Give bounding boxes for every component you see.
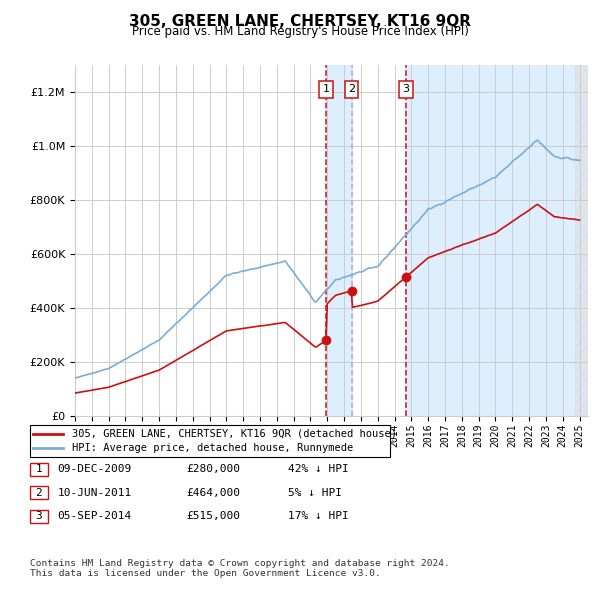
- Text: £515,000: £515,000: [186, 512, 240, 521]
- Text: Contains HM Land Registry data © Crown copyright and database right 2024.: Contains HM Land Registry data © Crown c…: [30, 559, 450, 568]
- Text: 1: 1: [35, 464, 43, 474]
- Text: 2: 2: [35, 488, 43, 497]
- Text: 3: 3: [403, 84, 410, 94]
- Text: 05-SEP-2014: 05-SEP-2014: [58, 512, 132, 521]
- Text: 09-DEC-2009: 09-DEC-2009: [58, 464, 132, 474]
- Text: 305, GREEN LANE, CHERTSEY, KT16 9QR: 305, GREEN LANE, CHERTSEY, KT16 9QR: [129, 14, 471, 28]
- Text: £280,000: £280,000: [186, 464, 240, 474]
- Text: 42% ↓ HPI: 42% ↓ HPI: [288, 464, 349, 474]
- Text: 3: 3: [35, 512, 43, 521]
- Text: This data is licensed under the Open Government Licence v3.0.: This data is licensed under the Open Gov…: [30, 569, 381, 578]
- Text: HPI: Average price, detached house, Runnymede: HPI: Average price, detached house, Runn…: [72, 443, 353, 453]
- Text: 2: 2: [348, 84, 355, 94]
- Text: Price paid vs. HM Land Registry's House Price Index (HPI): Price paid vs. HM Land Registry's House …: [131, 25, 469, 38]
- Text: 5% ↓ HPI: 5% ↓ HPI: [288, 488, 342, 497]
- Bar: [326, 65, 352, 416]
- Text: £464,000: £464,000: [186, 488, 240, 497]
- Text: 305, GREEN LANE, CHERTSEY, KT16 9QR (detached house): 305, GREEN LANE, CHERTSEY, KT16 9QR (det…: [72, 429, 397, 439]
- Bar: [406, 65, 588, 416]
- Bar: [575, 65, 588, 416]
- Text: 10-JUN-2011: 10-JUN-2011: [58, 488, 132, 497]
- Text: 17% ↓ HPI: 17% ↓ HPI: [288, 512, 349, 521]
- Text: 1: 1: [322, 84, 329, 94]
